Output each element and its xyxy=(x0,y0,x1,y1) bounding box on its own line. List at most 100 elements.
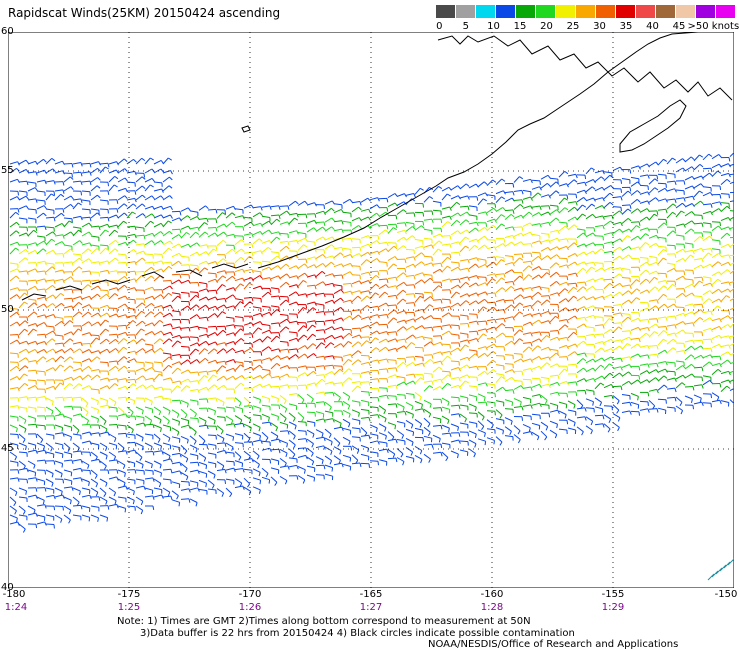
wind-barb xyxy=(639,184,649,187)
wind-barb-flag xyxy=(402,406,405,412)
wind-barb-flag xyxy=(638,366,641,371)
wind-speed-legend: 0 5 10 15 20 25 30 35 40 45 >50 knots xyxy=(434,5,740,33)
wind-barb xyxy=(225,433,234,438)
wind-barb xyxy=(270,438,279,442)
wind-barb xyxy=(162,292,169,300)
wind-barb xyxy=(18,424,27,430)
wind-barb xyxy=(171,234,180,240)
wind-barb xyxy=(288,212,297,216)
wind-barb xyxy=(180,424,189,428)
wind-barb-flag xyxy=(440,282,443,287)
wind-barb-flag xyxy=(62,189,65,194)
wind-barb xyxy=(18,340,27,345)
wind-barb xyxy=(198,479,207,484)
wind-barb xyxy=(72,328,79,336)
wind-barb xyxy=(225,233,234,237)
wind-barb xyxy=(279,313,288,316)
wind-barb-flag xyxy=(566,276,569,281)
wind-barb-flag xyxy=(314,213,317,218)
wind-barb-flag xyxy=(223,348,227,352)
wind-barb xyxy=(90,334,100,337)
wind-barb-flag xyxy=(213,420,216,425)
wind-barb-flag xyxy=(458,316,461,321)
wind-barb xyxy=(90,487,99,493)
wind-barb xyxy=(306,320,315,323)
wind-barb-flag xyxy=(141,437,144,442)
wind-barb xyxy=(135,361,145,364)
wind-barb xyxy=(117,485,126,489)
wind-barb xyxy=(99,208,109,210)
wind-barb xyxy=(144,384,153,390)
wind-barb-flag xyxy=(152,261,155,267)
wind-barb-flag xyxy=(24,301,28,305)
wind-barb xyxy=(153,188,162,192)
wind-barb xyxy=(288,412,296,419)
wind-barb xyxy=(288,337,297,342)
wind-barb-flag xyxy=(314,248,317,253)
wind-barb-flag xyxy=(502,430,504,435)
wind-barb-flag xyxy=(376,258,380,262)
wind-barb xyxy=(18,292,25,300)
wind-barb xyxy=(270,214,280,217)
wind-barb xyxy=(162,338,170,345)
wind-barb-flag xyxy=(494,203,497,208)
wind-barb-flag xyxy=(368,235,371,240)
wind-barb-flag xyxy=(89,171,92,176)
wind-barb xyxy=(225,324,234,327)
wind-barb-flag xyxy=(238,456,242,461)
wind-barb xyxy=(171,252,180,258)
wind-barb-flag xyxy=(422,221,425,226)
wind-barb-flag xyxy=(296,393,299,398)
wind-barb-flag xyxy=(124,303,128,308)
wind-barb-flag xyxy=(303,244,308,248)
wind-barb xyxy=(189,325,198,329)
wind-barb-flag xyxy=(159,311,164,316)
wind-barb xyxy=(9,405,18,408)
wind-barb-flag xyxy=(305,384,308,390)
wind-barb-flag xyxy=(256,455,260,460)
wind-barb-flag xyxy=(206,244,209,249)
wind-barb-flag xyxy=(43,212,47,217)
wind-barb xyxy=(396,298,404,305)
wind-barb xyxy=(54,413,63,417)
wind-barb xyxy=(261,311,270,316)
wind-barb xyxy=(171,385,178,393)
wind-barb-flag xyxy=(386,448,389,453)
wind-barb xyxy=(360,444,369,449)
wind-barb-flag xyxy=(188,355,191,360)
wind-barb xyxy=(252,275,261,281)
wind-barb xyxy=(441,343,451,346)
wind-barb-flag xyxy=(242,350,245,355)
wind-barb-flag xyxy=(240,239,245,243)
wind-barb-flag xyxy=(224,469,227,474)
wind-barb xyxy=(342,377,350,384)
wind-barb xyxy=(144,406,153,410)
wind-barb xyxy=(198,435,206,442)
wind-barb-flag xyxy=(105,482,108,487)
wind-barb-flag xyxy=(322,281,326,286)
wind-barb-flag xyxy=(242,485,245,490)
wind-barb xyxy=(54,278,63,282)
wind-barb xyxy=(261,266,270,271)
wind-barb xyxy=(342,463,351,467)
wind-barb-flag xyxy=(251,333,254,338)
wind-barb-flag xyxy=(133,358,137,363)
wind-barb xyxy=(207,359,216,364)
wind-barb xyxy=(54,170,63,174)
wind-barb xyxy=(162,266,170,273)
wind-barb xyxy=(72,226,81,229)
wind-barb xyxy=(63,459,72,462)
wind-barb-flag xyxy=(251,243,254,248)
wind-barb xyxy=(90,235,99,238)
wind-barb-flag xyxy=(321,378,326,383)
wind-barb xyxy=(324,428,332,435)
wind-barb-flag xyxy=(368,371,371,376)
wind-barb-flag xyxy=(160,472,162,477)
wind-barb-flag xyxy=(170,469,173,474)
wind-barb xyxy=(315,303,324,306)
wind-barb xyxy=(243,458,252,461)
wind-barb xyxy=(252,270,261,273)
wind-barb-flag xyxy=(251,269,254,274)
wind-barb xyxy=(441,298,451,301)
wind-barb-flag xyxy=(332,319,335,324)
